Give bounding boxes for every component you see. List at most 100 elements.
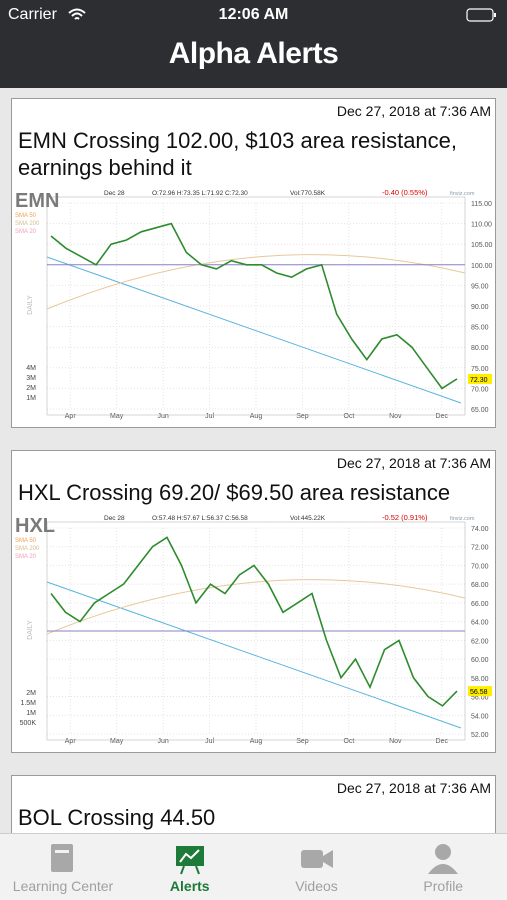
x-tick-label: May	[110, 413, 124, 420]
y-tick-label: 68.00	[471, 582, 489, 589]
tab-item[interactable]: Learning Center	[0, 834, 126, 900]
x-tick-label: Sep	[296, 738, 309, 745]
last-price-box	[468, 686, 492, 697]
change: -0.52 (0.91%)	[382, 513, 428, 522]
y-tick-label: 115.00	[471, 201, 492, 208]
battery-icon	[466, 8, 496, 22]
tab-label: Learning Center	[12, 878, 114, 894]
volume-tick-label: 3M	[26, 375, 36, 382]
y-tick-label: 66.00	[471, 601, 489, 608]
x-tick-label: Oct	[343, 413, 354, 420]
y-tick-label: 65.00	[471, 407, 489, 414]
x-tick-label: Apr	[65, 413, 77, 420]
sma-curve	[46, 579, 466, 635]
y-tick-label: 90.00	[471, 304, 489, 311]
x-tick-label: Aug	[250, 413, 263, 420]
tab-item[interactable]: Profile	[380, 834, 506, 900]
volume-tick-label: 1M	[26, 395, 36, 402]
tab-icon	[300, 850, 333, 868]
y-tick-label: 85.00	[471, 325, 489, 332]
carrier: Carrier	[8, 6, 57, 23]
y-tick-label: 58.00	[471, 676, 489, 683]
app-title: Alpha Alerts	[168, 37, 339, 70]
x-tick-label: Jun	[157, 413, 168, 420]
clock: 12:06 AM	[218, 6, 289, 23]
status-bar: Carrier 12:06 AM	[0, 0, 507, 30]
tab-bar: Learning Center Alerts Videos Profile	[0, 833, 507, 900]
y-tick-label: 95.00	[471, 283, 489, 290]
last-price: 56.58	[470, 689, 488, 696]
x-tick-label: Nov	[389, 413, 402, 420]
x-tick-label: Jul	[205, 413, 214, 420]
x-tick-label: May	[110, 738, 124, 745]
y-tick-label: 60.00	[471, 657, 489, 664]
period: DAILY	[27, 620, 34, 640]
source: finviz.com	[450, 516, 475, 522]
y-tick-label: 64.00	[471, 620, 489, 627]
bar-date: Dec 28	[104, 190, 125, 197]
tab-label: Videos	[295, 878, 338, 894]
tab-icon	[51, 844, 73, 872]
sma-label: SMA 20	[15, 229, 37, 235]
x-tick-label: Dec	[436, 738, 449, 745]
sma-label: SMA 20	[15, 554, 37, 560]
x-tick-label: Apr	[65, 738, 77, 745]
ohlc: O:72.96 H:73.35 L:71.92 C:72.30	[152, 190, 248, 197]
plot-frame	[46, 196, 466, 416]
alert-date: Dec 27, 2018 at 7:36 AM	[336, 780, 491, 796]
last-price: 72.30	[470, 377, 488, 384]
tab-label: Alerts	[169, 878, 210, 894]
period: DAILY	[27, 295, 34, 315]
tab-icon	[175, 846, 204, 875]
volume-tick-label: 1M	[26, 710, 36, 717]
volume: Vol:445.22K	[290, 515, 326, 522]
volume-tick-label: 500K	[20, 720, 37, 727]
y-tick-label: 62.00	[471, 638, 489, 645]
source: finviz.com	[450, 191, 475, 197]
x-tick-label: Dec	[436, 413, 449, 420]
y-tick-label: 70.00	[471, 386, 489, 393]
alert-date: Dec 27, 2018 at 7:36 AM	[336, 103, 491, 119]
ticker: HXL	[15, 515, 55, 537]
alert-card[interactable]: Dec 27, 2018 at 7:36 AM EMN Crossing 102.…	[11, 98, 496, 428]
alert-title: EMN Crossing 102.00, $103 area resistanc…	[18, 128, 458, 180]
volume-tick-label: 2M	[26, 690, 36, 697]
volume-tick-label: 2M	[26, 385, 36, 392]
trend-line	[46, 256, 462, 404]
y-tick-label: 110.00	[471, 222, 492, 229]
wifi-icon	[68, 8, 86, 20]
alert-list: Dec 27, 2018 at 7:36 AM EMN Crossing 102.…	[0, 88, 507, 900]
sma-label: SMA 200	[15, 221, 40, 227]
y-tick-label: 54.00	[471, 713, 489, 720]
sma-label: SMA 50	[15, 538, 37, 544]
y-tick-label: 72.00	[471, 545, 489, 552]
tab-label: Profile	[423, 878, 464, 894]
y-tick-label: 100.00	[471, 263, 493, 270]
volume-tick-label: 4M	[26, 365, 36, 372]
alert-card[interactable]: Dec 27, 2018 at 7:36 AM HXL Crossing 69.2…	[11, 450, 496, 753]
sma-curve	[46, 254, 466, 310]
tab-item[interactable]: Videos	[254, 834, 380, 900]
y-tick-label: 105.00	[471, 242, 493, 249]
x-tick-label: Jun	[157, 738, 168, 745]
y-tick-label: 70.00	[471, 563, 489, 570]
nav-header: Alpha Alerts	[0, 30, 507, 88]
tab-icon	[428, 844, 459, 874]
x-tick-label: Nov	[389, 738, 402, 745]
alert-title: HXL Crossing 69.20/ $69.50 area resistan…	[18, 480, 451, 505]
sma-label: SMA 50	[15, 213, 37, 219]
trend-line	[46, 581, 462, 729]
volume: Vol:770.58K	[290, 190, 326, 197]
y-tick-label: 52.00	[471, 732, 489, 739]
volume-tick-label: 1.5M	[20, 700, 36, 707]
y-tick-label: 74.00	[471, 526, 489, 533]
alert-date: Dec 27, 2018 at 7:36 AM	[336, 455, 491, 471]
x-tick-label: Aug	[250, 738, 263, 745]
tab-item[interactable]: Alerts	[127, 834, 253, 900]
price-line	[50, 536, 458, 707]
x-tick-label: Sep	[296, 413, 309, 420]
x-tick-label: Oct	[343, 738, 354, 745]
change: -0.40 (0.55%)	[382, 188, 428, 197]
y-tick-label: 80.00	[471, 345, 489, 352]
